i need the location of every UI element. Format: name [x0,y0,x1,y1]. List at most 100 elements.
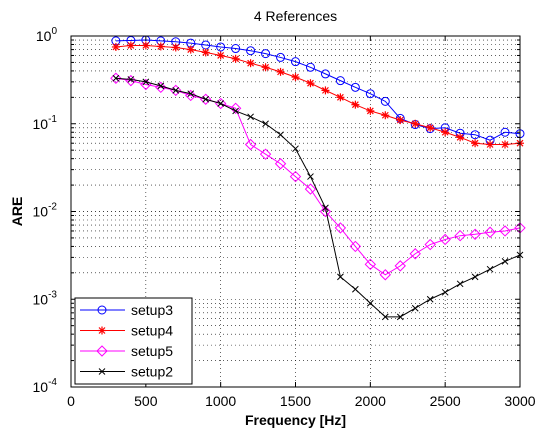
data-point-setup2-stroke [247,113,254,121]
data-point-setup3 [276,52,286,62]
data-point-setup4-stroke [456,133,464,141]
series-line-setup4 [115,44,521,146]
ticks: 0 500 1000 1500 2000 2500 3000 100 10-1 10-2 10-3 1… [33,26,536,409]
data-point-setup4-stroke [307,79,314,87]
data-point-setup4-stroke [486,141,494,148]
legend-marker [96,345,108,357]
data-point-setup2 [247,113,254,121]
data-point-setup5 [499,225,511,237]
data-point-setup2 [127,76,135,83]
y-tick-label: 10-1 [33,114,58,132]
data-point-setup5 [304,183,317,195]
data-point-setup2-stroke [337,273,344,281]
data-point-setup5 [379,269,392,281]
data-point-setup4 [171,43,180,52]
data-point-setup3 [500,127,510,137]
data-point-setup3 [365,89,375,99]
legend-box [74,297,193,385]
data-point-setup4 [261,63,270,72]
series-line-setup5 [115,77,521,276]
data-point-setup2 [366,299,374,307]
data-point-setup2-stroke [262,120,269,128]
x-tick-label: 2000 [355,393,386,409]
data-point-setup5 [439,233,451,246]
x-tick-label: 0 [67,393,75,409]
data-point-setup3 [380,96,390,106]
data-point-setup3 [350,82,360,92]
x-tick-label: 1000 [205,393,236,409]
data-point-setup2 [486,265,494,273]
data-point-setup5 [185,89,197,102]
y-tick-label: 10-4 [33,377,58,395]
data-point-setup2 [187,90,195,98]
data-point-setup2-stroke [232,107,239,115]
data-point-setup5 [110,72,122,84]
legend-item-setup2: setup2 [80,364,173,380]
data-point-setup4-stroke [142,42,150,49]
data-point-setup2-stroke [441,288,449,296]
data-point-setup4 [456,133,465,142]
legend-marker [98,326,106,335]
data-point-setup3 [320,69,330,79]
data-point-setup2-stroke [172,87,180,94]
x-tick-label: 500 [134,393,158,409]
x-axis-label: Frequency [Hz] [245,412,346,428]
data-point-setup4-stroke [441,128,449,136]
data-point-setup4-stroke [381,111,389,119]
data-point-setup4 [276,67,285,76]
data-point-setup3 [216,42,226,52]
data-point-setup5 [229,102,242,115]
data-point-setup2-stroke [157,82,165,90]
data-point-setup2-stroke [112,74,120,82]
data-point-setup3 [246,46,256,56]
data-point-setup2-stroke [396,313,404,321]
data-point-setup2-stroke [187,90,195,98]
x-tick-label: 1500 [280,393,311,409]
data-point-setup4-stroke [157,43,165,50]
data-point-setup4-stroke [292,73,299,81]
data-point-setup4 [351,100,360,109]
data-point-setup4 [441,128,450,137]
data-point-setup4-stroke [217,52,225,59]
data-point-setup5 [349,240,362,253]
data-point-setup4 [336,93,345,102]
data-point-setup4 [471,139,480,148]
data-point-setup2-stroke [471,273,479,281]
data-point-setup4-stroke [247,59,255,67]
data-point-setup2-stroke [366,299,374,307]
legend-label: setup3 [131,302,173,318]
data-point-setup4 [186,45,195,54]
data-point-setup4 [411,119,420,128]
data-point-setup2 [217,100,225,107]
data-point-setup4-stroke [262,63,269,71]
data-point-setup4 [396,116,405,125]
data-point-setup4-stroke [411,120,419,128]
legend-item-setup3: setup3 [80,302,173,318]
data-point-setup5 [170,84,182,97]
legend-marker [98,368,106,375]
data-point-setup4 [126,41,135,50]
legend-marker-stroke [98,368,106,375]
y-tick-label: 100 [36,26,58,44]
data-point-setup4-stroke [112,43,120,51]
data-point-setup2 [172,87,180,94]
data-point-setup4 [366,106,375,115]
data-point-setup2-stroke [142,78,150,86]
data-point-setup2-stroke [292,145,299,153]
data-point-setup4-stroke [366,107,374,115]
data-point-setup2-stroke [307,173,314,180]
data-point-setup5 [214,97,227,110]
data-point-setup2-stroke [411,304,419,312]
grid [71,36,520,387]
legend: setup3 setup4 setup5 setup2 [74,297,193,385]
data-point-setup5 [364,258,377,271]
data-point-setup4-stroke [232,55,240,63]
data-point-setup2-stroke [127,76,135,83]
data-point-setup2 [157,82,165,90]
data-point-setup4-stroke [202,48,210,56]
data-point-setup2-stroke [501,258,509,265]
data-point-setup4 [306,79,315,88]
data-point-setup2 [441,288,449,296]
data-point-setup2 [277,131,284,139]
